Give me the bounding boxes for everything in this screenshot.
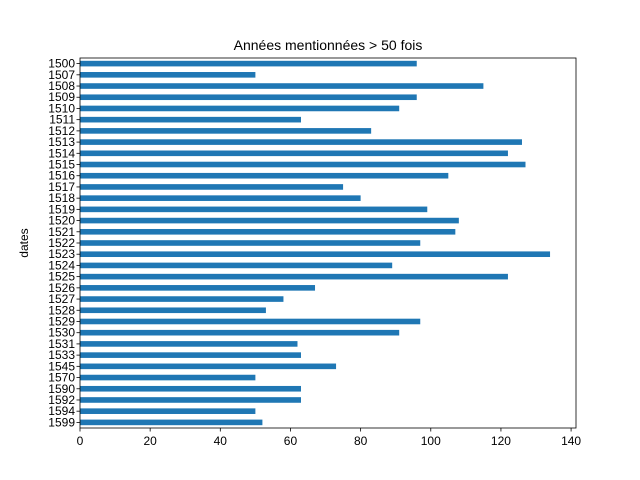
y-tick-label: 1590 <box>48 382 75 396</box>
y-tick-label: 1509 <box>48 90 75 104</box>
bar-1500 <box>80 60 417 67</box>
bar-1524 <box>80 262 393 269</box>
bar-1533 <box>80 352 301 358</box>
bar-1523 <box>80 251 551 258</box>
y-tick-label: 1519 <box>48 202 75 216</box>
bar-1508 <box>80 83 484 89</box>
y-tick-label: 1531 <box>48 337 75 351</box>
bar-1531 <box>80 341 298 347</box>
y-tick-label: 1513 <box>48 135 75 149</box>
y-tick-label: 1514 <box>48 146 75 160</box>
bar-1522 <box>80 240 421 246</box>
x-tick-label: 60 <box>284 434 298 448</box>
y-tick-label: 1526 <box>48 281 75 295</box>
bar-1545 <box>80 363 337 370</box>
y-tick-label: 1518 <box>48 191 75 205</box>
y-tick-label: 1524 <box>48 258 75 272</box>
y-tick-label: 1570 <box>48 371 75 385</box>
y-tick-label: 1599 <box>48 415 75 429</box>
bar-1526 <box>80 285 316 291</box>
y-tick-label: 1592 <box>48 393 75 407</box>
x-tick-label: 20 <box>143 434 157 448</box>
bar-1520 <box>80 217 459 224</box>
y-tick-label: 1594 <box>48 404 75 418</box>
bar-1590 <box>80 385 301 392</box>
x-tick-label: 80 <box>354 434 368 448</box>
bar-1516 <box>80 172 449 179</box>
x-tick-label: 140 <box>561 434 581 448</box>
bar-1507 <box>80 72 256 78</box>
bar-1511 <box>80 116 301 123</box>
bar-1570 <box>80 374 256 381</box>
y-tick-label: 1517 <box>48 180 75 194</box>
bar-1594 <box>80 408 256 414</box>
bar-1599 <box>80 419 263 426</box>
y-tick-label: 1515 <box>48 158 75 172</box>
bar-1510 <box>80 105 400 112</box>
bar-1528 <box>80 307 266 314</box>
y-tick-label: 1500 <box>48 57 75 71</box>
bar-1525 <box>80 273 508 280</box>
chart-title: Années mentionnées > 50 fois <box>234 37 423 53</box>
bar-1521 <box>80 228 456 235</box>
x-tick-label: 40 <box>214 434 228 448</box>
x-tick-labels: 0 20 40 60 80 100 120 140 <box>77 428 581 448</box>
bar-1529 <box>80 318 421 325</box>
y-tick-label: 1530 <box>48 326 75 340</box>
bar-1513 <box>80 139 522 145</box>
x-tick-label: 100 <box>421 434 441 448</box>
y-tick-label: 1545 <box>48 359 75 373</box>
bar-1509 <box>80 94 417 101</box>
bar-1592 <box>80 397 301 403</box>
y-tick-label: 1512 <box>48 124 75 138</box>
bar-1514 <box>80 150 508 157</box>
y-tick-label: 1533 <box>48 348 75 362</box>
bar-1512 <box>80 128 372 134</box>
bar-1530 <box>80 329 400 336</box>
y-tick-label: 1522 <box>48 236 75 250</box>
y-tick-label: 1511 <box>49 113 75 127</box>
plot-frame <box>79 57 577 429</box>
y-tick-label: 1516 <box>48 169 75 183</box>
y-tick-label: 1525 <box>48 270 75 284</box>
x-tick-label: 0 <box>77 434 84 448</box>
y-tick-label: 1521 <box>48 225 75 239</box>
y-axis-label: dates <box>17 228 31 257</box>
bar-1518 <box>80 195 361 201</box>
y-tick-labels: 1500150715081509151015111512151315141515… <box>48 57 80 429</box>
y-tick-label: 1510 <box>48 101 75 115</box>
bar-1515 <box>80 161 526 168</box>
y-tick-label: 1507 <box>48 68 75 82</box>
bar-1517 <box>80 184 344 190</box>
x-tick-label: 120 <box>491 434 511 448</box>
y-tick-label: 1523 <box>48 247 75 261</box>
y-tick-label: 1520 <box>48 214 75 228</box>
y-tick-label: 1528 <box>48 303 75 317</box>
y-tick-label: 1529 <box>48 314 75 328</box>
y-tick-label: 1527 <box>48 292 75 306</box>
y-tick-label: 1508 <box>48 79 75 93</box>
bars-group <box>80 60 551 426</box>
bar-1519 <box>80 206 428 213</box>
bar-1527 <box>80 296 284 302</box>
